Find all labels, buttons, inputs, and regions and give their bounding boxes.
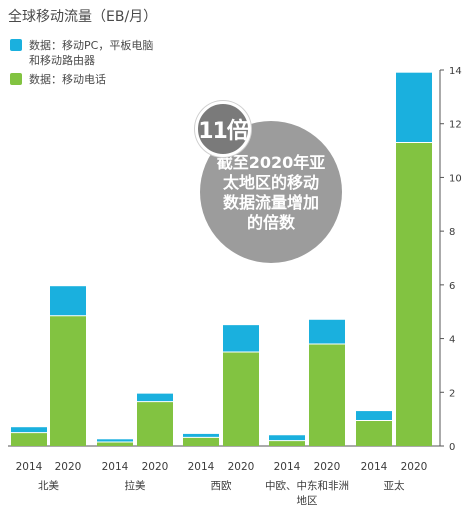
y-tick-label: 8 — [449, 227, 455, 238]
bar-phone — [356, 420, 392, 446]
bar-pc — [396, 72, 432, 143]
callout-text: 截至2020年亚太地区的移动数据流量增加的倍数 — [216, 153, 326, 232]
x-tick-label: 2014 — [16, 461, 43, 473]
bar-phone — [183, 437, 219, 446]
region-label: 中欧、中东和非洲 — [265, 479, 349, 492]
bar-pc — [356, 411, 392, 421]
x-tick-label: 2014 — [102, 461, 129, 473]
bar-phone — [137, 401, 173, 446]
bar-pc — [11, 427, 47, 433]
x-tick-label: 2014 — [361, 461, 388, 473]
legend-item-pc: 数据：移动PC，平板电脑和移动路由器 — [10, 38, 159, 68]
x-tick-label: 2020 — [314, 461, 341, 473]
region-label: 西欧 — [211, 480, 232, 492]
bar-pc — [183, 433, 219, 438]
x-tick-label: 2020 — [228, 461, 255, 473]
region-label: 亚太 — [384, 479, 405, 492]
x-tick-label: 2020 — [142, 461, 169, 473]
region-label: 北美 — [38, 479, 59, 492]
legend-swatch-pc — [10, 39, 22, 51]
x-tick-label: 2020 — [401, 461, 428, 473]
bar-phone — [396, 142, 432, 446]
legend-label-pc: 数据：移动PC，平板电脑和移动路由器 — [29, 39, 154, 67]
legend-label-phone: 数据：移动电话 — [29, 73, 106, 86]
bar-pc — [223, 325, 259, 352]
bar-phone — [97, 441, 133, 446]
bar-phone — [309, 343, 345, 446]
bar-phone — [50, 315, 86, 446]
x-tick-label: 2020 — [55, 461, 82, 473]
bar-phone — [11, 432, 47, 446]
y-tick-label: 4 — [449, 335, 455, 346]
y-tick-label: 2 — [449, 388, 455, 399]
legend-swatch-phone — [10, 73, 22, 85]
y-tick-label: 14 — [449, 66, 462, 77]
chart-legend: 数据：移动PC，平板电脑和移动路由器 数据：移动电话 — [10, 38, 159, 91]
y-tick-label: 12 — [449, 120, 462, 131]
bar-phone — [223, 352, 259, 446]
callout-badge: 11倍 — [195, 101, 251, 157]
y-tick-label: 10 — [449, 173, 462, 184]
region-label-line2: 地区 — [297, 494, 318, 507]
y-tick-label: 6 — [449, 281, 455, 292]
bar-pc — [137, 393, 173, 402]
bar-phone — [269, 440, 305, 446]
x-tick-label: 2014 — [274, 461, 301, 473]
bar-pc — [309, 319, 345, 344]
bar-pc — [50, 286, 86, 316]
legend-item-phone: 数据：移动电话 — [10, 72, 159, 87]
x-tick-label: 2014 — [188, 461, 215, 473]
bar-pc — [97, 439, 133, 442]
bar-pc — [269, 435, 305, 441]
chart-title: 全球移动流量（EB/月） — [8, 9, 158, 25]
region-label: 拉美 — [125, 479, 146, 492]
y-tick-label: 0 — [449, 442, 455, 453]
